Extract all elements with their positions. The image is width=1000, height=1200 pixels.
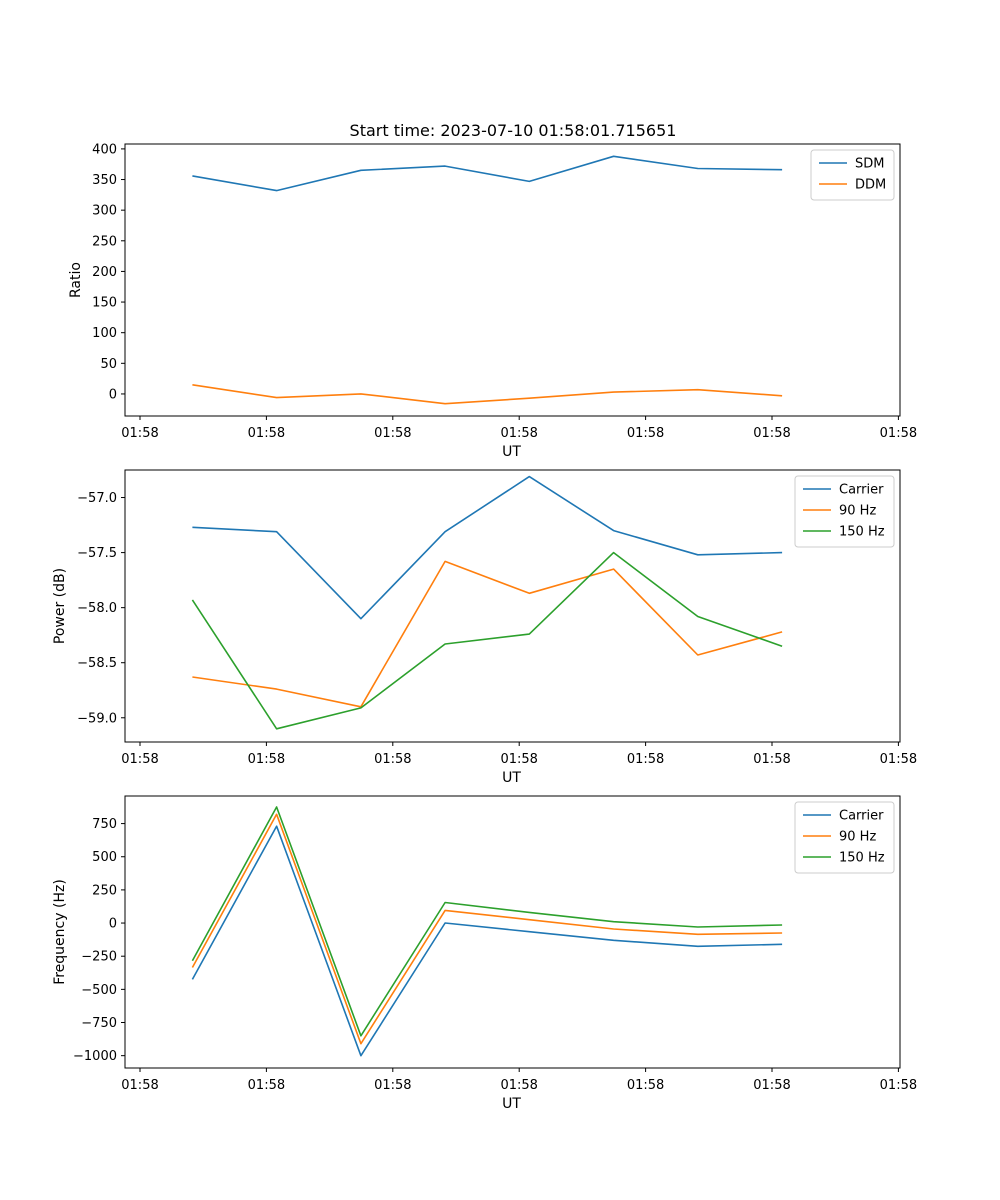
ratio-y-tick-label: 300	[92, 204, 117, 219]
frequency-x-tick-label: 01:58	[627, 1078, 664, 1093]
power-axes-frame	[124, 469, 901, 743]
ratio-x-tick-label: 01:58	[880, 426, 917, 441]
ratio-legend-label: SDM	[855, 157, 884, 172]
power-panel: 01:5801:5801:5801:5801:5801:5801:5801:59…	[52, 469, 917, 786]
frequency-y-tick-label: 750	[92, 817, 117, 832]
ratio-axes-frame	[124, 143, 901, 417]
ratio-x-axis-label: UT	[502, 444, 521, 460]
power-y-tick-label: −58.0	[77, 601, 117, 616]
ratio-y-axis-label: Ratio	[68, 262, 84, 298]
frequency-x-tick-label: 01:58	[500, 1078, 537, 1093]
frequency-y-tick-label: 250	[92, 883, 117, 898]
ratio-panel: 01:5801:5801:5801:5801:5801:5801:5801:59…	[68, 142, 917, 460]
ratio-x-tick-label: 01:58	[627, 426, 664, 441]
power-x-tick-label: 01:58	[880, 752, 917, 767]
power-series-150-hz-line	[191, 551, 783, 730]
frequency-legend-label: 90 Hz	[839, 830, 876, 845]
frequency-legend	[794, 801, 895, 874]
frequency-y-tick-label: −500	[81, 983, 117, 998]
ratio-y-tick-label: 400	[92, 142, 117, 157]
frequency-axes-frame	[124, 795, 901, 1069]
frequency-y-tick-label: 500	[92, 850, 117, 865]
power-x-tick-label: 01:58	[627, 752, 664, 767]
ratio-x-tick-label: 01:58	[500, 426, 537, 441]
frequency-legend-label: 150 Hz	[839, 851, 885, 866]
power-y-axis-label: Power (dB)	[52, 568, 68, 644]
power-y-tick-label: −57.5	[77, 546, 117, 561]
frequency-y-tick-label: −750	[81, 1016, 117, 1031]
frequency-y-tick-label: −250	[81, 950, 117, 965]
power-x-tick-label: 01:58	[753, 752, 790, 767]
ratio-y-tick-label: 200	[92, 265, 117, 280]
power-legend-label: Carrier	[839, 483, 884, 498]
power-y-tick-label: −59.0	[77, 711, 117, 726]
power-x-tick-label: 01:58	[500, 752, 537, 767]
frequency-x-tick-label: 01:58	[753, 1078, 790, 1093]
ratio-y-tick-label: 150	[92, 296, 117, 311]
frequency-legend-label: Carrier	[839, 809, 884, 824]
frequency-x-tick-label: 01:58	[248, 1078, 285, 1093]
ratio-y-tick-label: 350	[92, 173, 117, 188]
power-legend	[794, 475, 895, 548]
frequency-x-tick-label: 01:58	[121, 1078, 158, 1093]
ratio-legend-label: DDM	[855, 178, 886, 193]
ratio-x-tick-label: 01:58	[248, 426, 285, 441]
frequency-series-carrier-line	[191, 825, 783, 1057]
power-x-tick-label: 01:58	[248, 752, 285, 767]
frequency-series-150-hz-line	[191, 806, 783, 1037]
frequency-y-tick-label: −1000	[73, 1049, 117, 1064]
frequency-y-tick-label: 0	[109, 917, 117, 932]
ratio-y-tick-label: 0	[109, 387, 117, 402]
frequency-series-90-hz-line	[191, 813, 783, 1045]
frequency-x-axis-label: UT	[502, 1096, 521, 1112]
ratio-y-tick-label: 100	[92, 326, 117, 341]
figure-title: Start time: 2023-07-10 01:58:01.715651	[350, 121, 677, 140]
power-x-axis-label: UT	[502, 770, 521, 786]
power-x-tick-label: 01:58	[121, 752, 158, 767]
ratio-series-sdm-line	[192, 155, 783, 192]
ratio-x-tick-label: 01:58	[374, 426, 411, 441]
ratio-x-tick-label: 01:58	[121, 426, 158, 441]
ratio-y-tick-label: 50	[100, 357, 117, 372]
power-x-tick-label: 01:58	[374, 752, 411, 767]
power-legend-label: 150 Hz	[839, 525, 885, 540]
frequency-x-tick-label: 01:58	[374, 1078, 411, 1093]
power-series-carrier-line	[192, 475, 783, 620]
frequency-y-axis-label: Frequency (Hz)	[52, 879, 68, 985]
frequency-panel: 01:5801:5801:5801:5801:5801:5801:5801:59…	[52, 795, 917, 1112]
ratio-y-tick-label: 250	[92, 234, 117, 249]
ratio-x-tick-label: 01:58	[753, 426, 790, 441]
power-legend-label: 90 Hz	[839, 504, 876, 519]
frequency-x-tick-label: 01:58	[880, 1078, 917, 1093]
ratio-series-ddm-line	[192, 384, 783, 405]
power-y-tick-label: −58.5	[77, 656, 117, 671]
power-y-tick-label: −57.0	[77, 491, 117, 506]
power-series-90-hz-line	[192, 560, 783, 708]
